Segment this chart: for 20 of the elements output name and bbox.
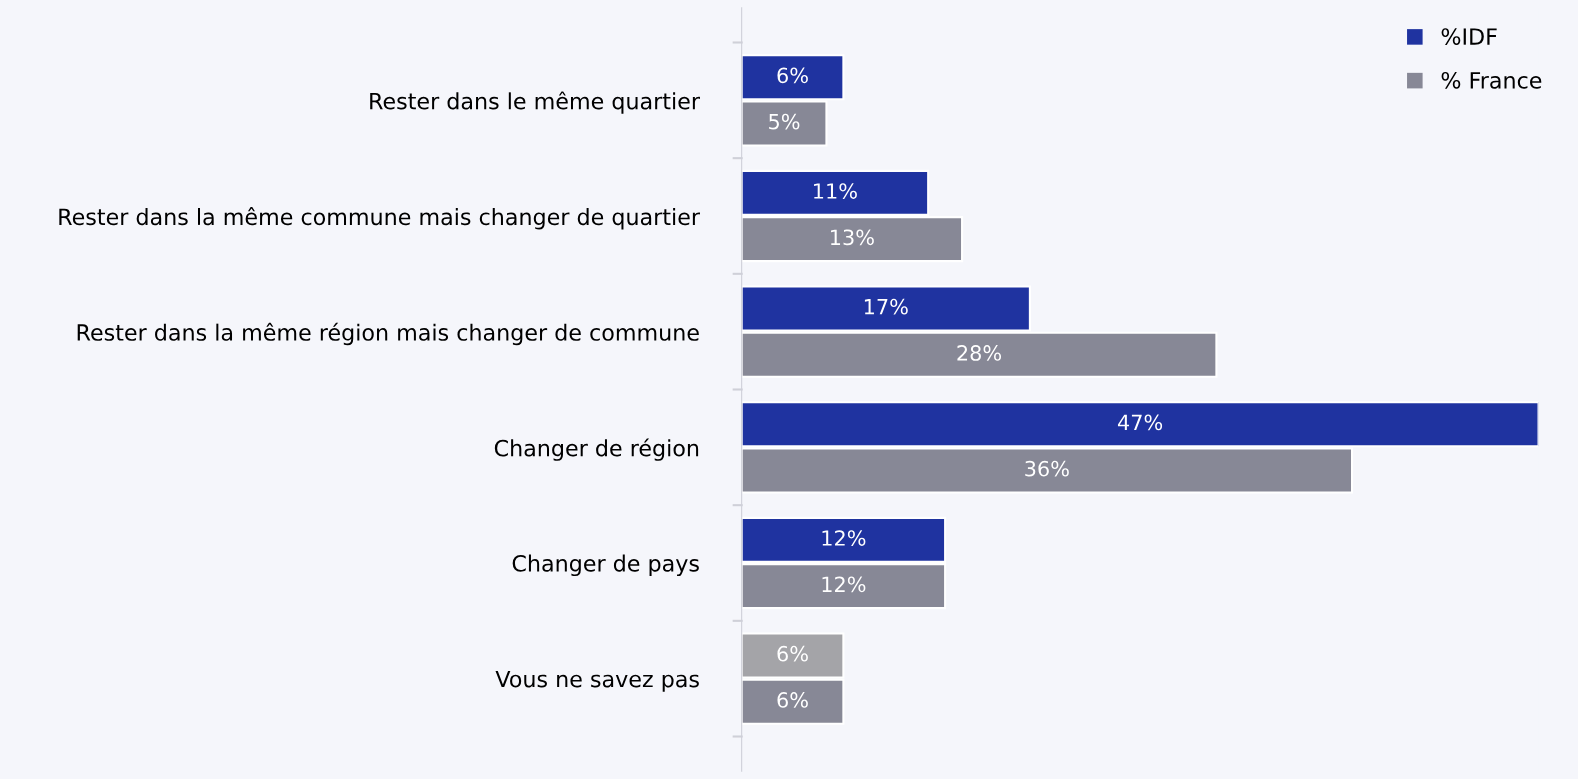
y-tick-label: Changer de région [494,438,699,461]
y-tick-label: Rester dans la même région mais changer de commune [77,322,699,346]
y-tick-label: Vous ne savez pas [495,670,699,692]
data-label: 47% [1117,414,1163,431]
legend-label: %IDF [1441,28,1497,45]
data-label: 28% [957,345,1002,361]
data-label: 12% [822,530,866,546]
data-label: 36% [1025,460,1069,477]
y-tick-label: Rester dans le même quartier [370,91,700,114]
data-label: 17% [864,298,908,315]
data-label: 11% [814,183,857,199]
data-label: 6% [777,645,808,662]
data-label: 13% [831,229,874,246]
legend-label: % France [1441,71,1542,89]
data-label: 6% [777,67,808,84]
y-tick-label: Changer de pays [512,554,699,577]
y-tick-label: Rester dans la même commune mais changer de quartier [59,207,700,230]
data-label: 5% [769,113,800,130]
data-label: 6% [777,692,808,708]
data-label: 12% [822,576,866,593]
